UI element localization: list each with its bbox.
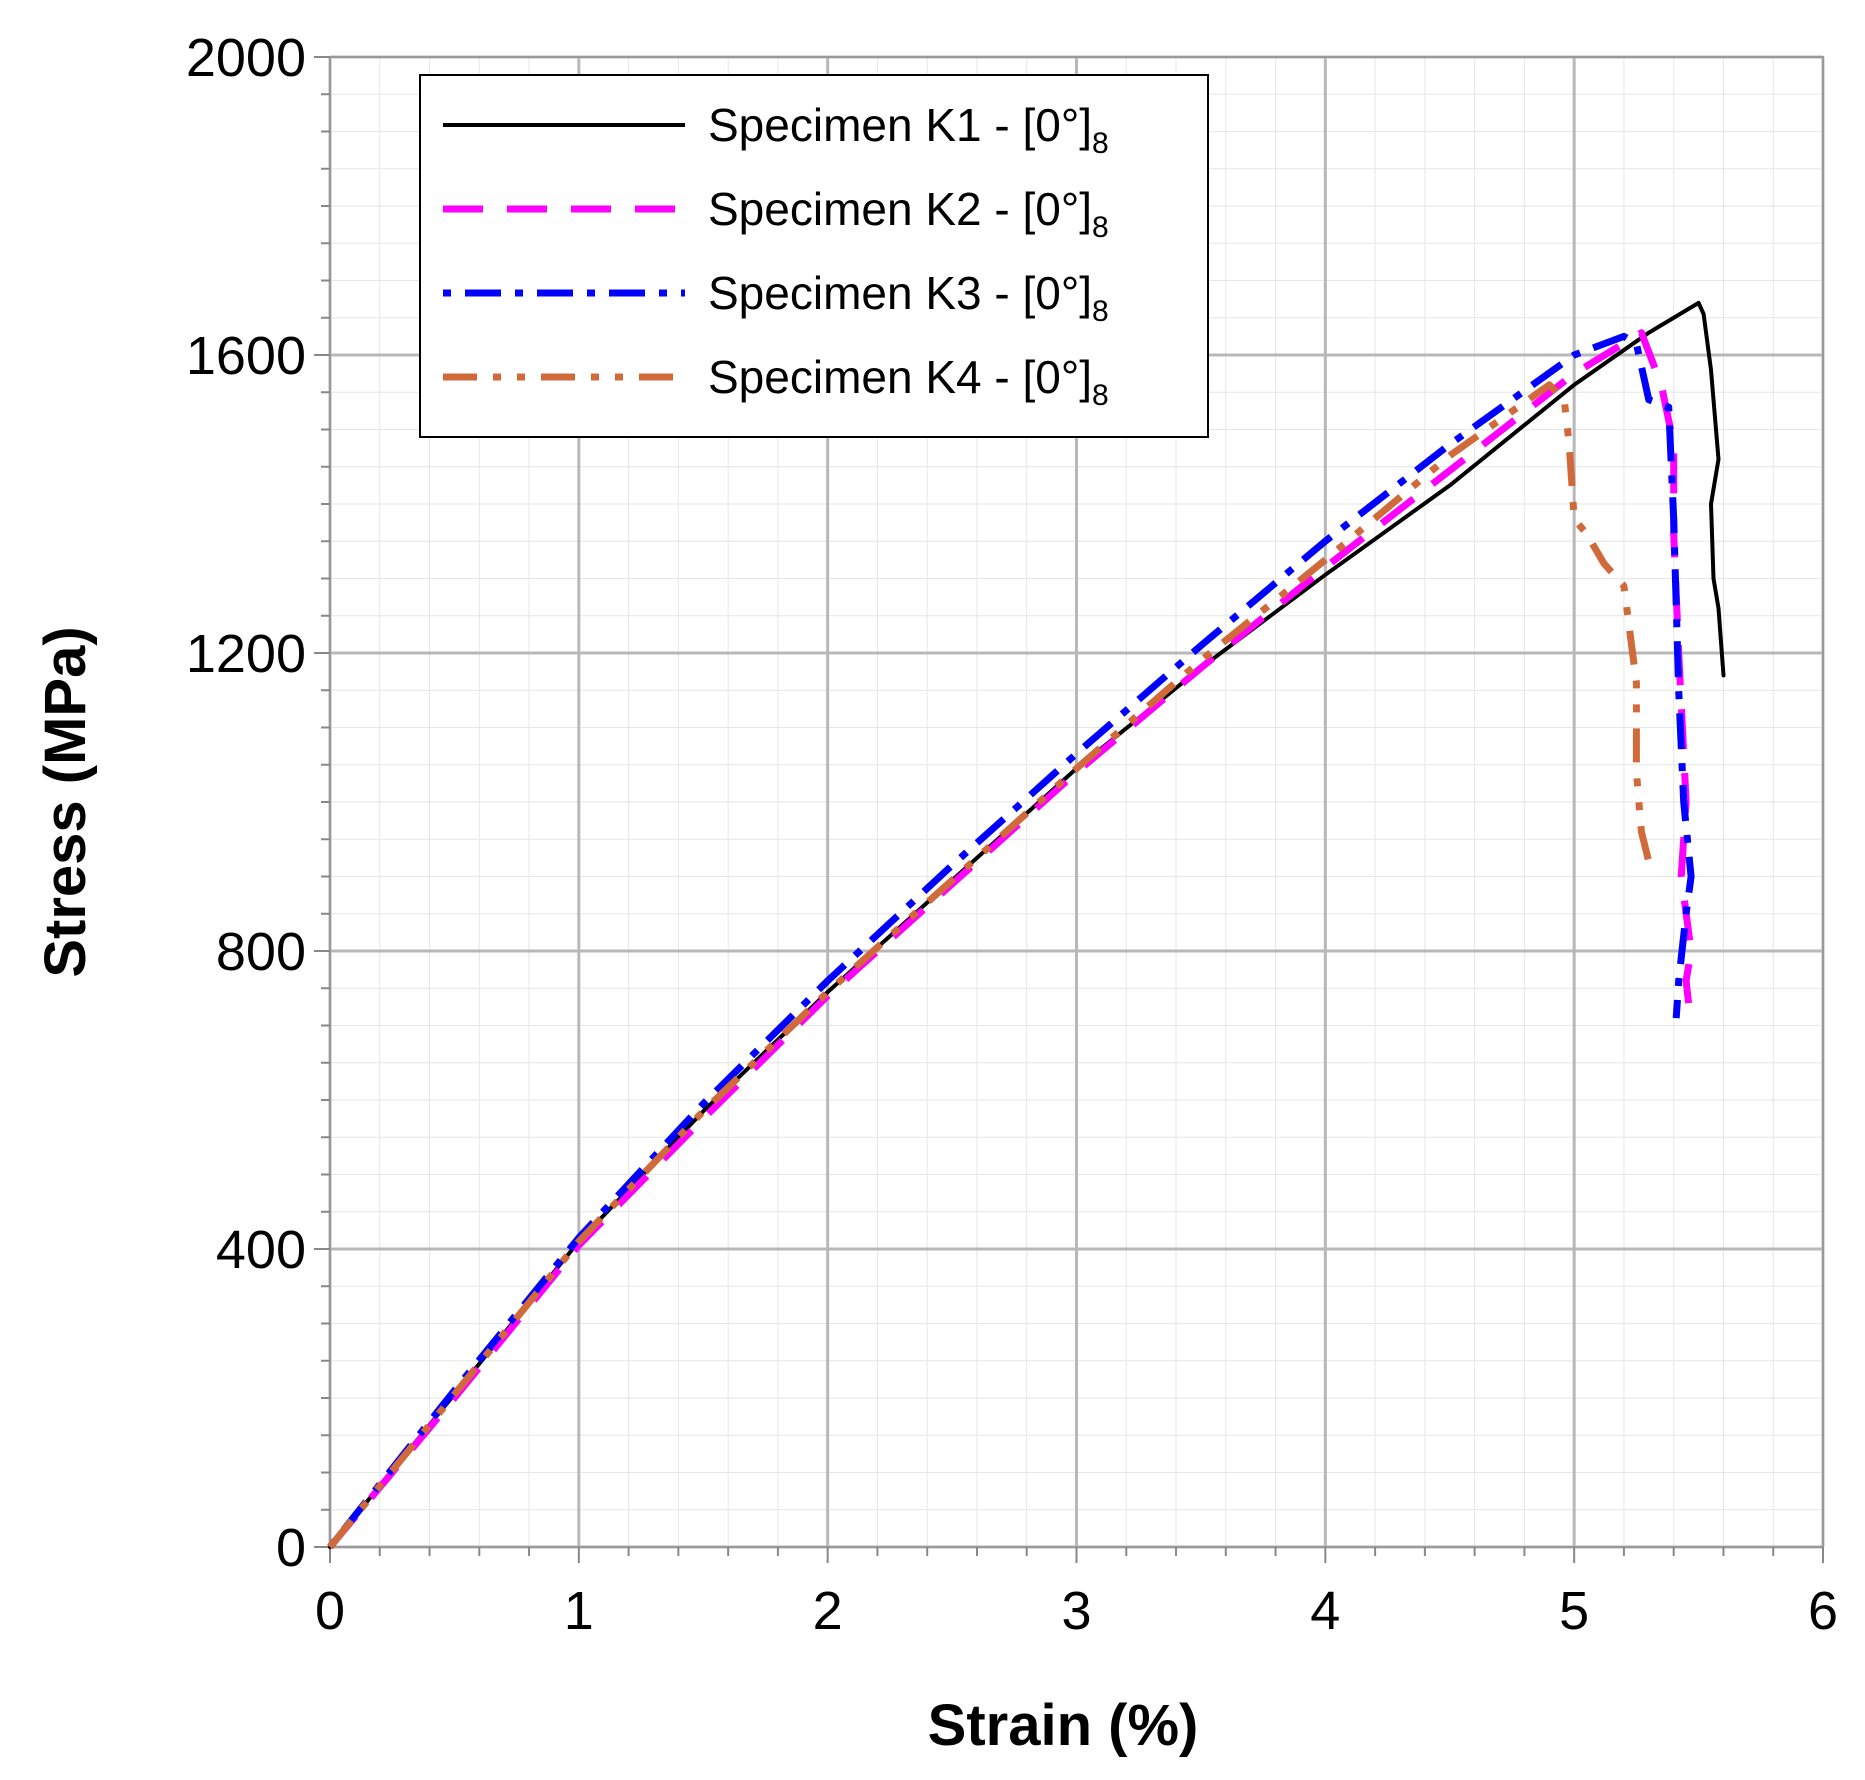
x-axis-title: Strain (%) (928, 1693, 1199, 1758)
x-tick-label: 5 (1559, 1581, 1589, 1641)
legend-label-text: Specimen K2 - [0°] (708, 183, 1092, 235)
series-group (327, 300, 1726, 1550)
legend-label-k1: Specimen K1 - [0°]8 (708, 99, 1109, 160)
legend-label-subscript: 8 (1092, 127, 1109, 160)
legend-label-subscript: 8 (1092, 379, 1109, 412)
legend-label-text: Specimen K1 - [0°] (708, 99, 1092, 151)
x-tick-labels: 0 1 2 3 4 5 6 (315, 1581, 1838, 1641)
x-tick-label: 0 (315, 1581, 345, 1641)
legend-label-k4: Specimen K4 - [0°]8 (708, 351, 1109, 412)
legend-label-k2: Specimen K2 - [0°]8 (708, 183, 1109, 244)
y-tick-label: 0 (276, 1518, 306, 1578)
series-line-k2 (327, 329, 1695, 1550)
series-line-k3 (327, 332, 1695, 1550)
legend-label-k3: Specimen K3 - [0°]8 (708, 267, 1109, 328)
x-tick-label: 3 (1061, 1581, 1091, 1641)
legend-label-subscript: 8 (1092, 211, 1109, 244)
series-line-k4 (327, 381, 1653, 1550)
legend-label-subscript: 8 (1092, 295, 1109, 328)
y-tick-label: 1600 (186, 326, 306, 386)
x-tick-label: 6 (1808, 1581, 1838, 1641)
y-tick-labels: 0 400 800 1200 1600 2000 (186, 28, 306, 1578)
axis-ticks (314, 56, 1824, 1563)
legend-label-text: Specimen K4 - [0°] (708, 351, 1092, 403)
legend-label-text: Specimen K3 - [0°] (708, 267, 1092, 319)
x-tick-label: 1 (564, 1581, 594, 1641)
y-axis-title: Stress (MPa) (33, 626, 98, 977)
x-tick-label: 4 (1310, 1581, 1340, 1641)
y-tick-label: 800 (216, 922, 306, 982)
x-tick-label: 2 (813, 1581, 843, 1641)
y-tick-label: 1200 (186, 624, 306, 684)
y-tick-label: 400 (216, 1220, 306, 1280)
y-tick-label: 2000 (186, 28, 306, 88)
